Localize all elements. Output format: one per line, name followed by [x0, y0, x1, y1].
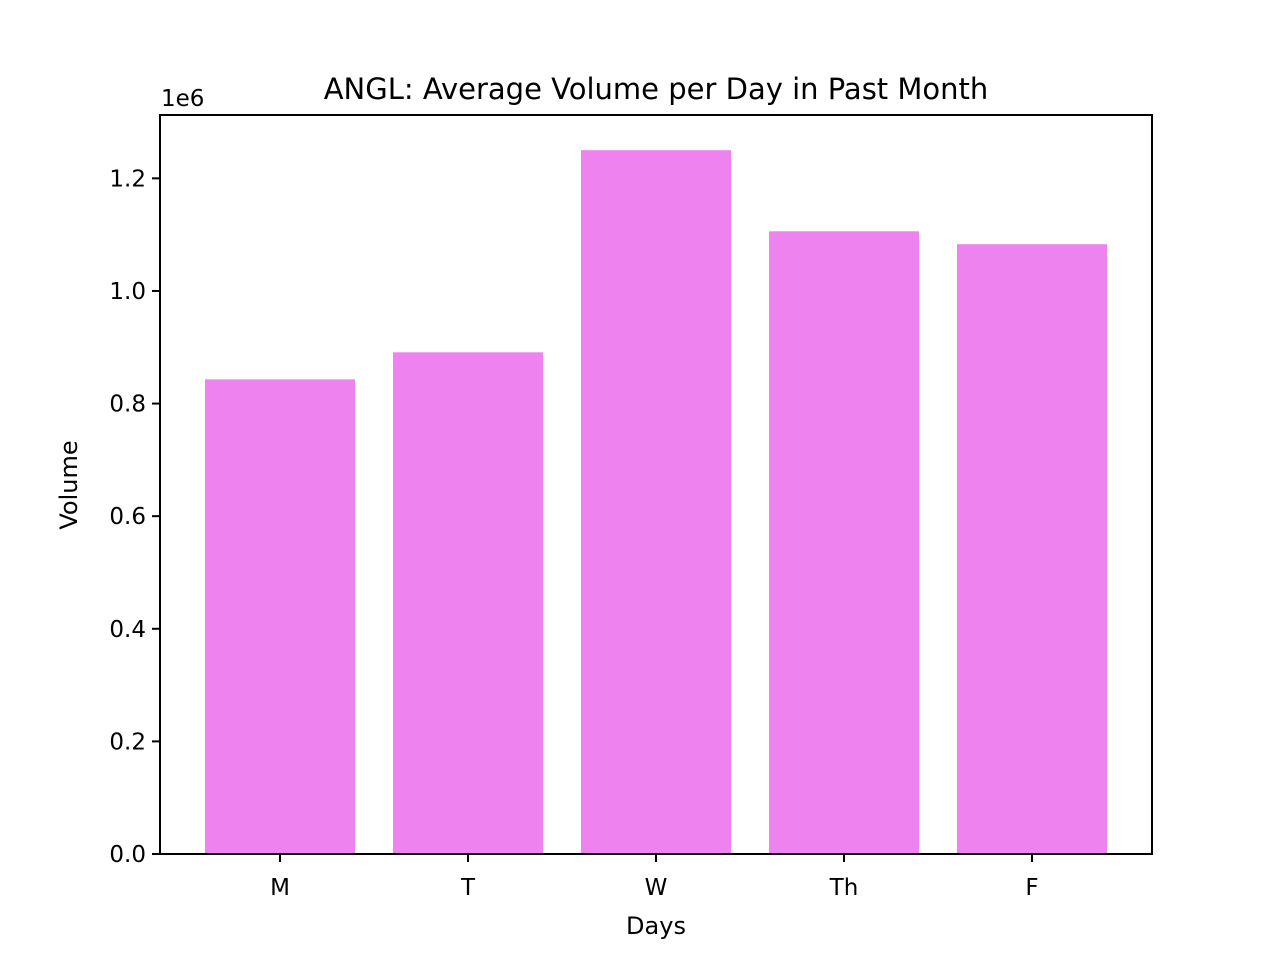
y-tick-label: 0.4: [109, 617, 146, 643]
x-tick-label: T: [460, 875, 476, 901]
y-tick-label: 0.2: [109, 729, 146, 755]
plot-area-frame: [159, 114, 1153, 855]
x-axis-ticks: M T W Th F: [270, 854, 1039, 901]
bar-th: [769, 231, 919, 854]
bars-layer: [205, 150, 1107, 854]
y-tick-label: 1.2: [109, 166, 146, 192]
y-tick-label: 0.0: [109, 842, 146, 868]
x-tick-label: W: [645, 875, 668, 901]
x-tick-label: M: [270, 875, 290, 901]
bar-w: [581, 150, 731, 854]
bar-t: [393, 352, 543, 854]
y-tick-label: 0.6: [109, 504, 146, 530]
bar-m: [205, 379, 355, 854]
bar-f: [957, 244, 1107, 854]
y-axis-title: Volume: [55, 440, 83, 529]
y-axis-offset-label: 1e6: [161, 86, 204, 112]
y-tick-label: 0.8: [109, 392, 146, 418]
y-tick-label: 1.0: [109, 279, 146, 305]
x-tick-label: Th: [829, 875, 859, 901]
x-tick-label: F: [1025, 875, 1038, 901]
y-axis-ticks: 0.0 0.2 0.4 0.6 0.8 1.0 1.2: [109, 166, 160, 868]
x-axis-title: Days: [626, 912, 686, 940]
chart-title: ANGL: Average Volume per Day in Past Mon…: [324, 72, 989, 106]
